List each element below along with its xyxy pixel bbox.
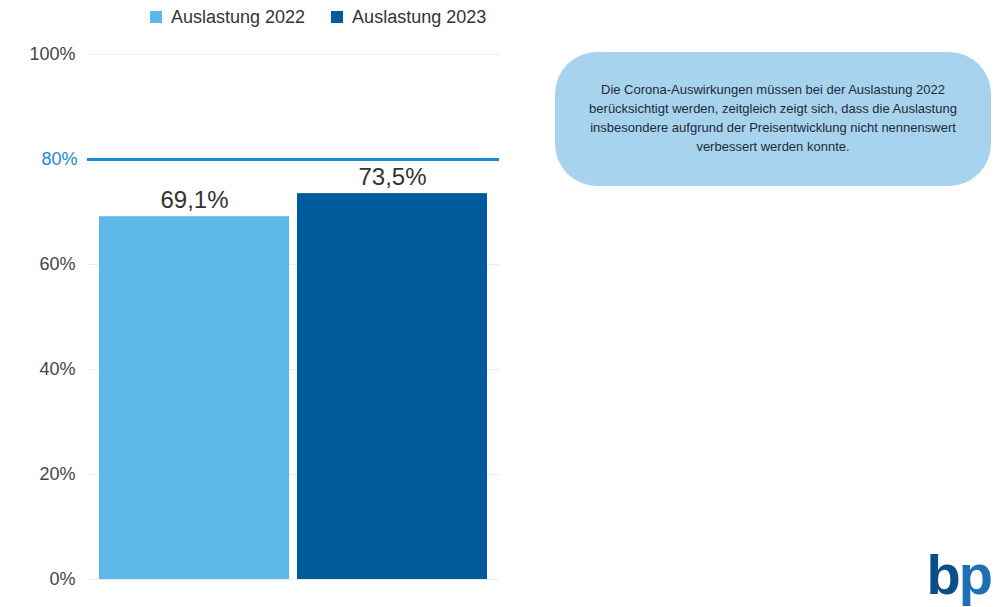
svg-text:60%: 60% (39, 254, 75, 274)
html-text:Auslastung 2022: Auslastung 2022 (171, 6, 306, 27)
svg-text:100%: 100% (29, 44, 75, 64)
html-text:Auslastung 2023: Auslastung 2023 (352, 6, 487, 27)
svg-text:20%: 20% (39, 464, 75, 484)
svg-text:69,1%: 69,1% (160, 186, 228, 213)
svg-text:40%: 40% (39, 359, 75, 379)
html-text:Die Corona-Auswirkungen müssen: Die Corona-Auswirkungen müssen bei der A… (589, 82, 957, 154)
svg-text:80%: 80% (41, 149, 77, 169)
svg-text:0%: 0% (49, 569, 75, 589)
html-text:b p: b p (926, 543, 991, 606)
svg-text:73,5%: 73,5% (358, 163, 426, 190)
